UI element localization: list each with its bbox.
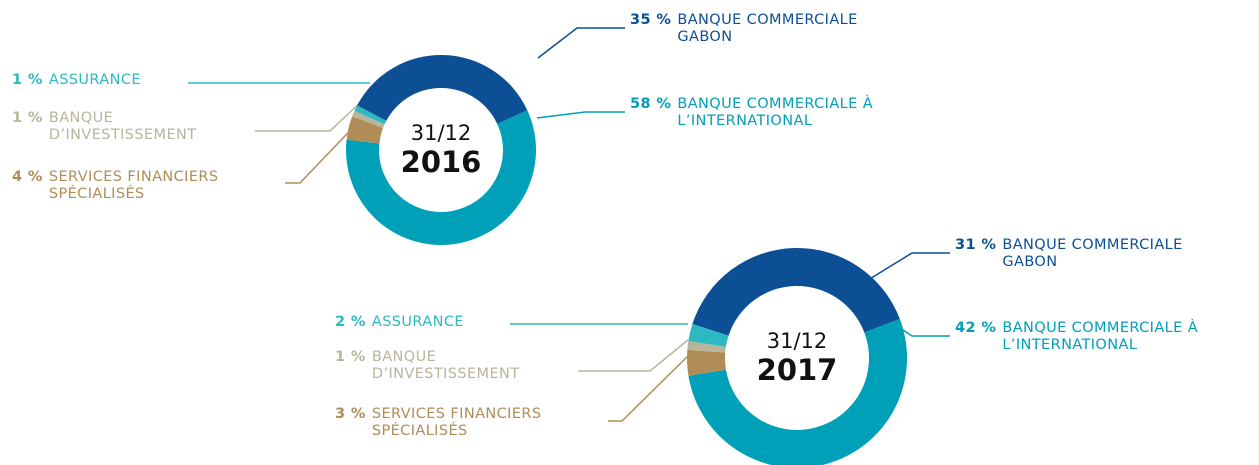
center-date: 31/12 [411,121,472,145]
donut-slice [345,110,536,245]
donut-slice [687,341,726,353]
category-label: BANQUE D’INVESTISSEMENT [48,110,197,143]
percent-label: 3 % [335,406,366,422]
percent-label: 35 % [630,12,672,28]
leader-lines [188,27,950,422]
center-year: 2017 [757,353,838,387]
donut-slice [688,324,729,347]
percent-label: 2 % [335,314,366,330]
slice-label: 2 % ASSURANCE [335,314,464,331]
leader-line [537,27,625,59]
percent-label: 42 % [955,320,997,336]
donut-slice [357,54,528,125]
category-label: ASSURANCE [48,72,141,88]
percent-label: 4 % [12,169,43,185]
slice-label: 3 % SERVICES FINANCIERS SPÉCIALISÉS [335,406,602,440]
slice-label: 1 % BANQUE D’INVESTISSEMENT [335,349,547,383]
slice-label: 35 % BANQUE COMMERCIALE GABON [630,12,902,46]
center-year: 2016 [401,145,482,179]
donut-slice [687,349,726,376]
slice-label: 4 % SERVICES FINANCIERS SPÉCIALISÉS [12,169,279,203]
category-label: SERVICES FINANCIERS SPÉCIALISÉS [371,406,542,439]
category-label: ASSURANCE [371,314,464,330]
leader-line [255,98,365,132]
percent-label: 1 % [12,110,43,126]
leader-line [608,355,689,422]
donut-slice [354,105,387,125]
category-label: BANQUE COMMERCIALE GABON [677,12,858,45]
slice-label: 42 % BANQUE COMMERCIALE À L’INTERNATIONAL [955,320,1227,354]
category-label: BANQUE D’INVESTISSEMENT [371,349,520,382]
percent-label: 31 % [955,237,997,253]
percent-label: 1 % [12,72,43,88]
donut-slice [688,319,907,465]
percent-label: 1 % [335,349,366,365]
leader-line [859,252,950,286]
leader-line [536,111,625,119]
slice-label: 1 % ASSURANCE [12,72,141,89]
leader-line [578,339,689,372]
leader-line [285,114,366,184]
slice-label: 58 % BANQUE COMMERCIALE À L’INTERNATIONAL [630,96,902,130]
category-label: BANQUE COMMERCIALE À L’INTERNATIONAL [677,96,874,129]
category-label: SERVICES FINANCIERS SPÉCIALISÉS [48,169,219,202]
slice-label: 31 % BANQUE COMMERCIALE GABON [955,237,1227,271]
percent-label: 58 % [630,96,672,112]
donut-slice [692,248,900,336]
category-label: BANQUE COMMERCIALE GABON [1002,237,1183,270]
donut-slice [352,110,385,129]
center-date: 31/12 [767,329,828,353]
slice-label: 1 % BANQUE D’INVESTISSEMENT [12,110,224,144]
leader-line [902,329,950,337]
category-label: BANQUE COMMERCIALE À L’INTERNATIONAL [1002,320,1199,353]
donut-slice [346,116,384,144]
